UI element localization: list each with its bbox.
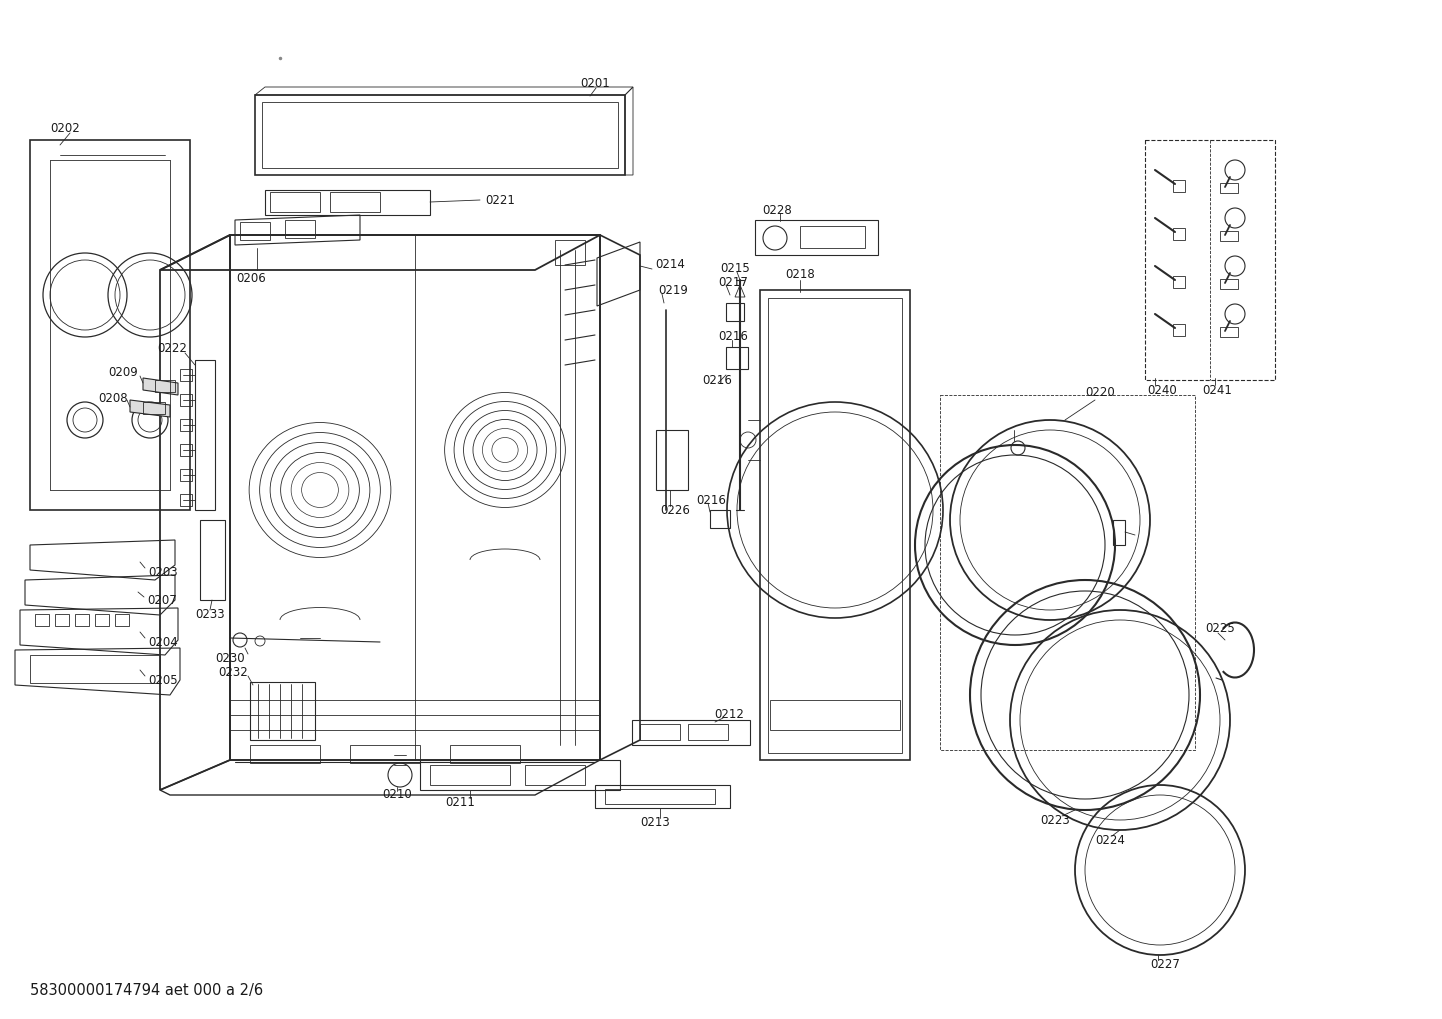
Bar <box>1113 520 1125 545</box>
Bar <box>180 469 192 481</box>
Bar <box>75 614 89 626</box>
Text: 0219: 0219 <box>658 283 688 297</box>
Bar <box>350 745 420 763</box>
Text: 0207: 0207 <box>147 593 177 606</box>
Bar <box>154 380 174 392</box>
Bar <box>1172 276 1185 288</box>
Text: 0209: 0209 <box>108 367 138 379</box>
Text: 0201: 0201 <box>580 76 610 90</box>
Text: 0230: 0230 <box>215 651 245 664</box>
Polygon shape <box>130 400 170 417</box>
Text: 0204: 0204 <box>149 636 177 648</box>
Bar <box>115 614 128 626</box>
Text: 0206: 0206 <box>236 271 265 284</box>
Text: 0216: 0216 <box>702 374 733 386</box>
Bar <box>30 655 160 683</box>
Bar <box>725 303 744 321</box>
Text: 0205: 0205 <box>149 674 177 687</box>
Bar <box>1220 231 1239 242</box>
Text: 0221: 0221 <box>485 194 515 207</box>
Text: 0217: 0217 <box>718 275 748 288</box>
Bar <box>525 765 585 785</box>
Bar <box>55 614 69 626</box>
Bar <box>450 745 521 763</box>
Bar <box>249 745 320 763</box>
Bar <box>270 192 320 212</box>
Bar <box>262 102 619 168</box>
Bar <box>656 430 688 490</box>
Text: 0225: 0225 <box>1206 622 1234 635</box>
Bar <box>180 369 192 381</box>
Bar <box>1172 180 1185 192</box>
Bar <box>239 222 270 240</box>
Bar <box>770 700 900 730</box>
Text: 0241: 0241 <box>1203 383 1231 396</box>
Text: 58300000174794 aet 000 a 2/6: 58300000174794 aet 000 a 2/6 <box>30 982 262 998</box>
Text: 0208: 0208 <box>98 391 128 405</box>
Text: 0232: 0232 <box>218 665 248 679</box>
Bar <box>688 725 728 740</box>
Bar <box>35 614 49 626</box>
Text: 0240: 0240 <box>1146 383 1177 396</box>
Text: 0216: 0216 <box>718 330 748 343</box>
Bar <box>940 395 1195 750</box>
Bar <box>1220 183 1239 193</box>
Bar <box>95 614 110 626</box>
Polygon shape <box>143 378 177 395</box>
Bar <box>555 240 585 265</box>
Text: 0228: 0228 <box>761 204 792 216</box>
Text: 0216: 0216 <box>696 493 725 506</box>
Bar <box>769 298 903 753</box>
Text: 0223: 0223 <box>1040 813 1070 826</box>
Text: 0222: 0222 <box>157 341 187 355</box>
Bar <box>249 682 314 740</box>
Text: 0214: 0214 <box>655 258 685 270</box>
Bar <box>430 765 510 785</box>
Text: 0224: 0224 <box>1094 834 1125 847</box>
Text: 0215: 0215 <box>720 262 750 274</box>
Bar <box>330 192 381 212</box>
Bar <box>286 220 314 238</box>
Bar <box>1220 279 1239 289</box>
Text: 0233: 0233 <box>195 607 225 621</box>
Text: 0212: 0212 <box>714 707 744 720</box>
Bar <box>725 347 748 369</box>
Bar <box>1145 140 1275 380</box>
Bar <box>180 419 192 431</box>
Text: 0218: 0218 <box>784 268 815 281</box>
Bar <box>180 444 192 455</box>
Text: 0213: 0213 <box>640 815 669 828</box>
Bar <box>640 725 681 740</box>
Text: 0203: 0203 <box>149 566 177 579</box>
Bar <box>1172 324 1185 336</box>
Text: 0210: 0210 <box>382 789 412 802</box>
Bar <box>800 226 865 248</box>
Bar <box>143 403 164 414</box>
Bar <box>606 789 715 804</box>
Text: 0202: 0202 <box>50 121 79 135</box>
Text: 0227: 0227 <box>1151 959 1180 971</box>
Bar <box>180 494 192 506</box>
Bar <box>1172 228 1185 240</box>
Bar <box>180 394 192 406</box>
Bar <box>1220 327 1239 337</box>
Text: 0226: 0226 <box>660 503 689 517</box>
Text: 0220: 0220 <box>1084 386 1115 399</box>
Text: 0211: 0211 <box>446 796 474 808</box>
